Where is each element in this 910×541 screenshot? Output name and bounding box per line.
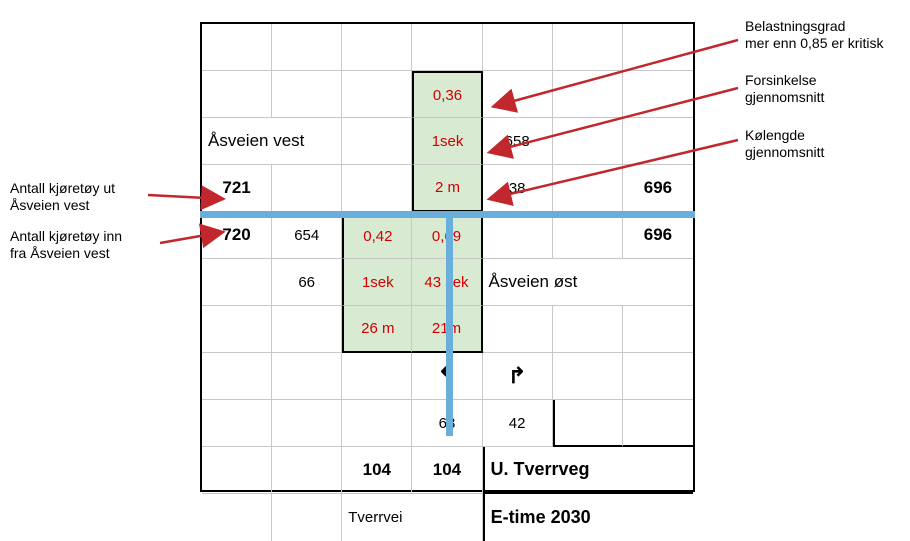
cell-queue-w: 26 m: [342, 306, 412, 353]
diagram-root: Antall kjøretøy ut Åsveien vest Antall k…: [10, 10, 900, 510]
cell-asveien-vest: Åsveien vest: [202, 118, 342, 165]
cell-delay-n: 1sek: [412, 118, 482, 165]
cell-721: 721: [202, 165, 272, 212]
cell-queue-n: 2 m: [412, 165, 482, 212]
cell-load-w: 0,42: [342, 212, 412, 259]
cell-104b: 104: [412, 447, 482, 494]
cell-104a: 104: [342, 447, 412, 494]
lbl-queue-avg: Kølengde gjennomsnitt: [745, 127, 824, 161]
cell-696a: 696: [623, 165, 693, 212]
lbl-vehicles-out: Antall kjøretøy ut Åsveien vest: [10, 180, 115, 214]
cell-asveien-ost: Åsveien øst: [483, 259, 693, 306]
cell-696b: 696: [623, 212, 693, 259]
arrow-out-west: [148, 195, 206, 198]
cell-658: 658: [483, 118, 553, 165]
turn-right-icon: ↱: [483, 353, 553, 400]
cell-delay-w: 1sek: [342, 259, 412, 306]
cell-u-tverrveg: U. Tverrveg: [483, 447, 693, 494]
road-vertical: [446, 211, 453, 436]
lbl-load-grade: Belastningsgrad mer enn 0,85 er kritisk: [745, 18, 884, 52]
cell-38: 38: [483, 165, 553, 212]
cell-654: 654: [272, 212, 342, 259]
lbl-vehicles-in: Antall kjøretøy inn fra Åsveien vest: [10, 228, 122, 262]
lbl-delay-avg: Forsinkelse gjennomsnitt: [745, 72, 824, 106]
cell-720: 720: [202, 212, 272, 259]
cell-42: 42: [483, 400, 553, 447]
cell-etime: E-time 2030: [483, 494, 693, 541]
cell-66: 66: [272, 259, 342, 306]
cell-tverrvei: Tverrvei: [342, 494, 482, 541]
cell-load-n: 0,36: [412, 71, 482, 118]
